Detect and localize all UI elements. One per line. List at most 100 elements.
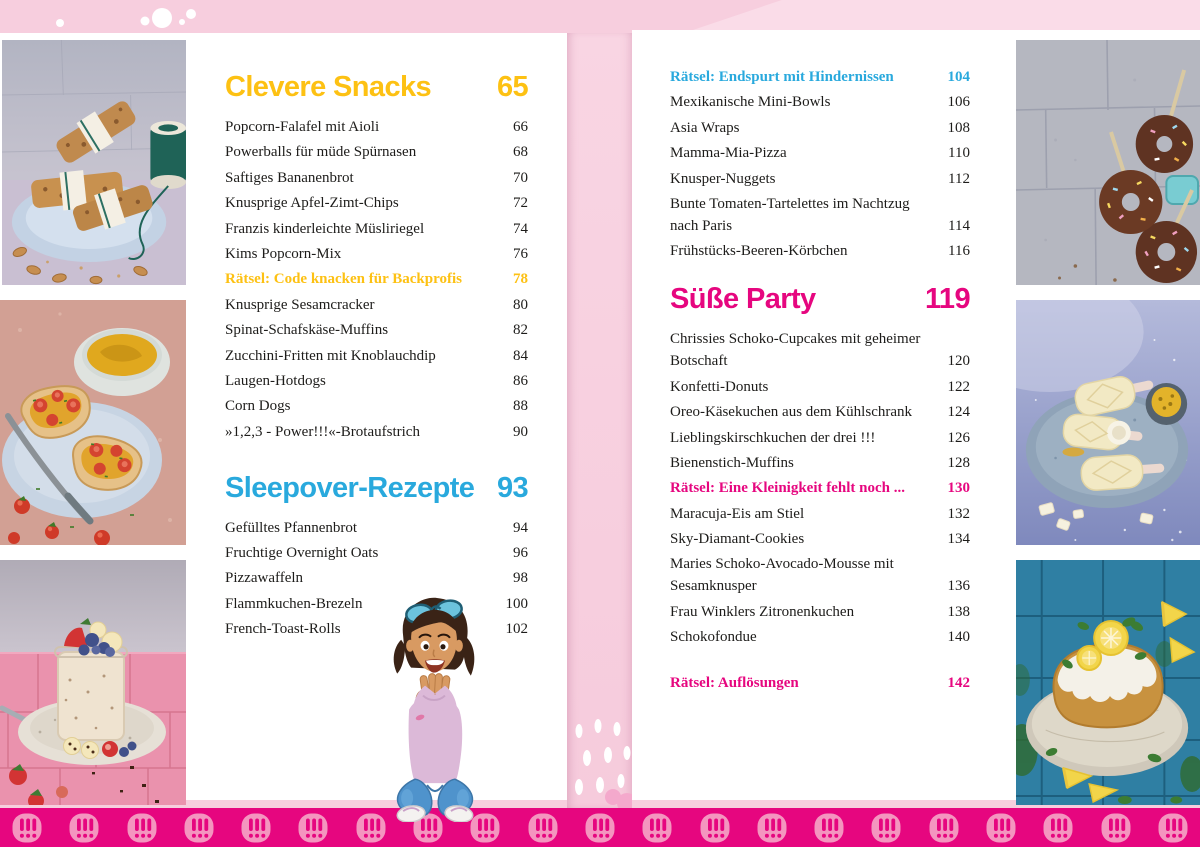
toc-entry-page: 114 <box>948 217 970 234</box>
toc-entry-page: 140 <box>947 629 971 646</box>
toc-entry: Saftiges Bananenbrot 70 <box>225 167 528 189</box>
toc-entry-page: 100 <box>505 595 529 612</box>
section-page: 93 <box>496 471 529 504</box>
toc-entry-title: Knusper-Nuggets <box>670 170 776 187</box>
toc-entry-title: Powerballs für müde Spürnasen <box>225 144 417 161</box>
toc-entry: Knusprige Apfel-Zimt-Chips 72 <box>225 192 528 214</box>
toc-entry-page: 66 <box>513 119 528 135</box>
toc-entry-page: 104 <box>947 69 971 85</box>
triple-exclamation-icon <box>585 813 615 843</box>
toc-entry-page: 116 <box>948 243 970 260</box>
triple-exclamation-icon <box>1158 813 1188 843</box>
toc-entry-title: Konfetti-Donuts <box>670 378 769 395</box>
toc-entry: Lieblingskirschkuchen der drei !!! 126 <box>670 427 970 449</box>
triple-exclamation-icon <box>69 813 99 843</box>
toc-entry: Spinat-Schafskäse-Muffins 82 <box>225 319 528 341</box>
toc-entry-title: Mexikanische Mini-Bowls <box>670 94 831 111</box>
toc-entry-page: 70 <box>513 169 528 186</box>
toc-entry-page: 136 <box>947 578 971 595</box>
triple-exclamation-icon <box>528 813 558 843</box>
section-title: Süße Party <box>670 283 816 316</box>
toc-entry: Pizzawaffeln 98 <box>225 567 528 589</box>
top-band-highlight <box>690 0 1200 31</box>
triple-exclamation-icon <box>1101 813 1131 843</box>
tomato-toasts-photo <box>0 300 186 545</box>
toc-entry: Rätsel: Eine Kleinigkeit fehlt noch ... 1… <box>670 477 970 499</box>
toc-entry-page: 96 <box>513 545 528 562</box>
toc-entry-title: Bunte Tomaten-Tartelettes im Nachtzug na… <box>670 195 910 234</box>
section-heading: Clevere Snacks 65 <box>225 70 529 104</box>
triple-exclamation-icon <box>12 813 42 843</box>
toc-entry-page: 142 <box>947 675 971 692</box>
toc-entry-page: 120 <box>947 353 971 370</box>
toc-entry: Fruchtige Overnight Oats 96 <box>225 542 528 564</box>
overnight-oats-photo <box>0 560 186 805</box>
bubble-decoration <box>56 8 196 28</box>
toc-entry-page: 82 <box>513 322 528 339</box>
triple-exclamation-icon <box>413 813 443 843</box>
toc-entry-title: Corn Dogs <box>225 398 291 415</box>
chocolate-donut-pops-photo <box>1016 40 1200 285</box>
toc-entry-page: 112 <box>948 170 970 187</box>
toc-entry-title: Knusprige Apfel-Zimt-Chips <box>225 195 399 212</box>
toc-entry-title: Mamma-Mia-Pizza <box>670 145 787 162</box>
lemon-loaf-cake-photo <box>1016 560 1200 805</box>
triple-exclamation-icon <box>929 813 959 843</box>
toc-entry-title: Spinat-Schafskäse-Muffins <box>225 322 389 339</box>
section-title: Clevere Snacks <box>225 71 432 103</box>
toc-entry-page: 84 <box>513 347 528 364</box>
toc-entry: Laugen-Hotdogs 86 <box>225 370 528 392</box>
toc-entry-page: 132 <box>947 505 971 522</box>
toc-entry: Kims Popcorn-Mix 76 <box>225 243 528 265</box>
triple-exclamation-icon <box>241 813 271 843</box>
triple-exclamation-icon <box>757 813 787 843</box>
triple-exclamation-icon <box>1043 813 1073 843</box>
toc-entry-page: 94 <box>513 519 528 536</box>
toc-left-column: Clevere Snacks 65 Popcorn-Falafel mit Aiol… <box>225 70 529 644</box>
toc-entry-title: Popcorn-Falafel mit Aioli <box>225 119 380 135</box>
toc-entry-title: Frau Winklers Zitronenkuchen <box>670 603 855 620</box>
toc-entry-title: Maracuja-Eis am Stiel <box>670 505 805 522</box>
section-page: 65 <box>496 71 529 103</box>
toc-entry: Rätsel: Code knacken für Backprofis 78 <box>225 268 528 290</box>
toc-entry-page: 74 <box>513 220 528 237</box>
toc-entry-page: 80 <box>513 296 528 313</box>
section-heading: Sleepover-Rezepte 93 <box>225 471 529 505</box>
granola-bars-photo <box>2 40 186 285</box>
toc-entry-page: 130 <box>947 480 971 497</box>
toc-entry-title: Gefülltes Pfannenbrot <box>225 519 358 536</box>
toc-entry-page: 90 <box>513 423 528 440</box>
toc-entry-page: 86 <box>513 372 528 389</box>
toc-entry: Mexikanische Mini-Bowls 106 <box>670 91 970 113</box>
toc-entry-title: Fruchtige Overnight Oats <box>225 545 379 562</box>
toc-entry-title: Franzis kinderleichte Müsliriegel <box>225 220 425 237</box>
toc-entry: Flammkuchen-Brezeln 100 <box>225 593 528 615</box>
triple-exclamation-icon <box>184 813 214 843</box>
toc-entry-title: Oreo-Käsekuchen aus dem Kühlschrank <box>670 404 912 421</box>
toc-entry-title: French-Toast-Rolls <box>225 621 341 638</box>
toc-entry-page: 110 <box>948 145 970 162</box>
toc-entry-page: 138 <box>947 603 971 620</box>
toc-entry-title: Bienenstich-Muffins <box>670 454 794 471</box>
toc-entry: Knusprige Sesamcracker 80 <box>225 294 528 316</box>
bottom-logo-bar <box>0 808 1200 847</box>
toc-entry: Maries Schoko-Avocado-Mousse mit Sesamkn… <box>670 553 970 597</box>
toc-entry: Schokofondue 140 <box>670 626 970 648</box>
triple-exclamation-icon <box>986 813 1016 843</box>
toc-entry-title: Rätsel: Auflösungen <box>670 675 799 692</box>
toc-entry-page: 108 <box>947 119 971 136</box>
triple-exclamation-icon <box>127 813 157 843</box>
toc-entry: Gefülltes Pfannenbrot 94 <box>225 517 528 539</box>
toc-entry: Zucchini-Fritten mit Knoblauchdip 84 <box>225 345 528 367</box>
toc-entry: Konfetti-Donuts 122 <box>670 376 970 398</box>
white-chocolate-ice-pops-photo <box>1016 300 1200 545</box>
toc-entry: Oreo-Käsekuchen aus dem Kühlschrank 124 <box>670 401 970 423</box>
toc-entry: Knusper-Nuggets 112 <box>670 168 970 190</box>
toc-entry-title: Maries Schoko-Avocado-Mousse mit Sesamkn… <box>670 556 894 595</box>
triple-exclamation-icon <box>642 813 672 843</box>
toc-entry: Bunte Tomaten-Tartelettes im Nachtzug na… <box>670 193 970 237</box>
triple-exclamation-icon <box>298 813 328 843</box>
toc-entry-page: 68 <box>513 144 528 161</box>
toc-entry: Asia Wraps 108 <box>670 117 970 139</box>
